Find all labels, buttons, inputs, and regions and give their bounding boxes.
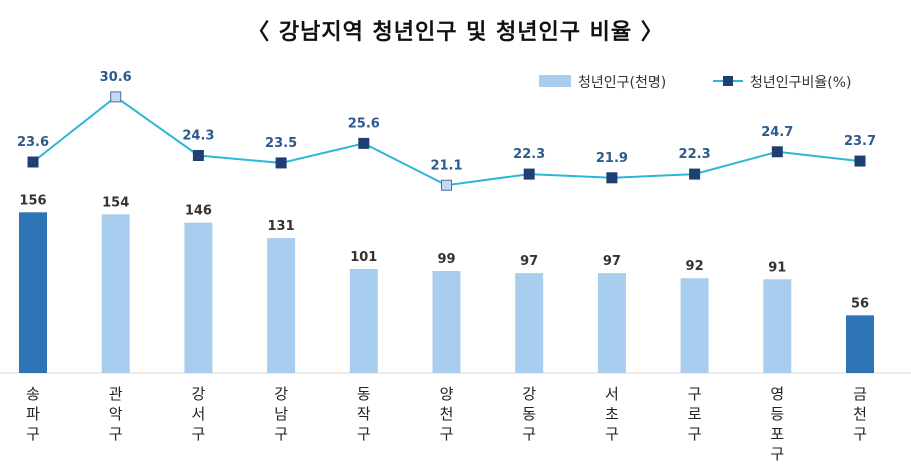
bar-1 bbox=[101, 214, 130, 373]
bar-value-label: 154 bbox=[102, 195, 129, 210]
bar-value-label: 156 bbox=[19, 193, 46, 208]
ratio-marker-7 bbox=[606, 172, 618, 184]
ratio-value-label: 24.7 bbox=[761, 125, 793, 140]
bar-value-label: 97 bbox=[603, 254, 621, 269]
bar-value-label: 146 bbox=[185, 204, 212, 219]
legend-bar-swatch bbox=[539, 75, 571, 87]
legend-line-label: 청년인구비율(%) bbox=[750, 75, 852, 91]
ratio-marker-4 bbox=[358, 137, 370, 149]
ratio-marker-3 bbox=[275, 157, 287, 169]
bar-value-label: 101 bbox=[350, 250, 377, 265]
bar-9 bbox=[763, 279, 792, 373]
ratio-value-label: 23.7 bbox=[844, 134, 876, 149]
ratio-marker-1 bbox=[110, 91, 122, 103]
bar-0 bbox=[19, 212, 47, 373]
bar-value-label: 97 bbox=[520, 254, 538, 269]
bar-value-label: 99 bbox=[437, 252, 455, 267]
ratio-marker-2 bbox=[192, 149, 204, 161]
bar-7 bbox=[597, 273, 626, 373]
bar-value-label: 91 bbox=[768, 260, 786, 275]
ratio-value-label: 24.3 bbox=[182, 128, 214, 143]
ratio-value-label: 23.5 bbox=[265, 136, 297, 151]
legend: 청년인구(천명) 청년인구비율(%) bbox=[539, 75, 852, 91]
ratio-value-label: 22.3 bbox=[513, 147, 545, 162]
ratio-marker-9 bbox=[771, 146, 783, 158]
bar-10 bbox=[846, 315, 874, 373]
bar-value-label: 56 bbox=[851, 296, 869, 311]
bar-4 bbox=[349, 268, 378, 373]
bar-3 bbox=[267, 238, 296, 373]
legend-bar-label: 청년인구(천명) bbox=[578, 75, 666, 91]
ratio-marker-8 bbox=[689, 168, 701, 180]
bar-5 bbox=[432, 271, 461, 373]
bar-6 bbox=[515, 273, 544, 373]
ratio-marker-6 bbox=[523, 168, 535, 180]
chart-title: 〈 강남지역 청년인구 및 청년인구 비율 〉 bbox=[247, 20, 664, 45]
ratio-marker-10 bbox=[854, 155, 866, 167]
bar-value-label: 131 bbox=[268, 219, 295, 234]
ratio-value-label: 30.6 bbox=[100, 70, 132, 85]
ratio-value-label: 22.3 bbox=[679, 147, 711, 162]
bar-8 bbox=[680, 278, 709, 373]
ratio-marker-0 bbox=[27, 156, 39, 168]
ratio-value-label: 21.9 bbox=[596, 151, 628, 166]
legend-line-marker bbox=[723, 76, 733, 86]
ratio-value-label: 21.1 bbox=[430, 158, 462, 173]
bar-2 bbox=[184, 222, 213, 373]
ratio-value-label: 23.6 bbox=[17, 135, 49, 150]
bar-value-label: 92 bbox=[686, 259, 704, 274]
ratio-marker-5 bbox=[441, 179, 452, 191]
ratio-value-label: 25.6 bbox=[348, 116, 380, 131]
